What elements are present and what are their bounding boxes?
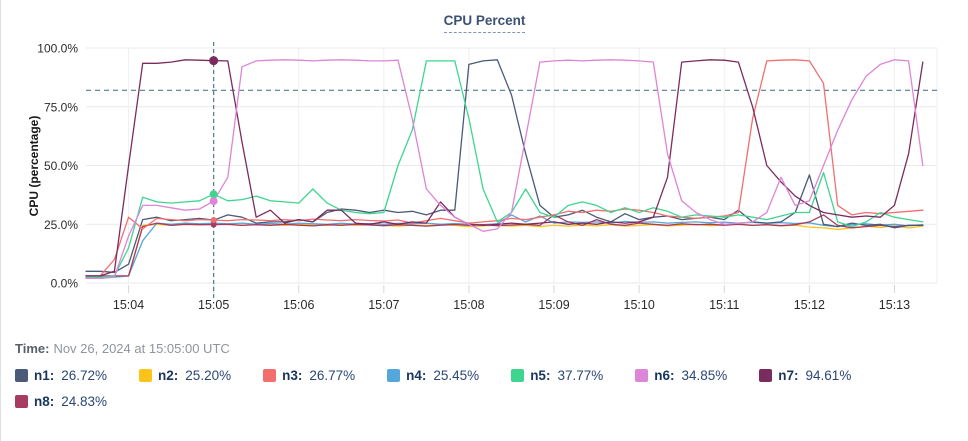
- crosshair-marker-n6: [209, 197, 218, 206]
- crosshair-time-readout: Time: Nov 26, 2024 at 15:05:00 UTC: [15, 341, 230, 356]
- legend: n1: 26.72% n2: 25.20% n3: 26.77% n4: 25.45% n5: 3…: [15, 368, 851, 409]
- time-value: Nov 26, 2024 at 15:05:00 UTC: [53, 341, 230, 356]
- legend-swatch-n6: [635, 369, 649, 382]
- legend-series-value: 24.83%: [61, 394, 108, 409]
- legend-series-value: 94.61%: [805, 368, 852, 383]
- y-tick-label: 100.0%: [37, 42, 78, 56]
- crosshair-marker-n5: [209, 190, 218, 199]
- legend-swatch-n2: [139, 369, 153, 382]
- x-tick-label: 15:08: [453, 298, 484, 312]
- legend-series-name: n2:: [158, 368, 179, 383]
- chart-header: CPU Percent: [1, 12, 968, 33]
- legend-item-n1[interactable]: n1: 26.72%: [15, 368, 107, 383]
- legend-series-value: 37.77%: [557, 368, 604, 383]
- series-line-n5: [85, 60, 924, 278]
- crosshair-marker-n7: [209, 56, 219, 66]
- legend-swatch-n3: [263, 369, 277, 382]
- legend-swatch-n7: [759, 369, 773, 382]
- crosshair-marker-n8: [210, 221, 217, 228]
- cpu-line-chart[interactable]: 100.0% 75.0% 50.0% 25.0% 0.0% 15:04 15:05 15:06…: [1, 38, 968, 318]
- legend-series-value: 26.72%: [61, 368, 108, 383]
- x-tick-label: 15:05: [198, 298, 229, 312]
- legend-item-n4[interactable]: n4: 25.45%: [387, 368, 479, 383]
- legend-item-n7[interactable]: n7: 94.61%: [759, 368, 851, 383]
- legend-item-n6[interactable]: n6: 34.85%: [635, 368, 727, 383]
- legend-item-n2[interactable]: n2: 25.20%: [139, 368, 231, 383]
- series-line-n3: [85, 59, 924, 279]
- legend-swatch-n8: [15, 395, 28, 408]
- x-tick-label: 15:04: [113, 298, 144, 312]
- y-tick-label: 25.0%: [44, 218, 78, 232]
- x-tick-label: 15:12: [794, 298, 825, 312]
- crosshair-marker-n3: [210, 217, 217, 224]
- legend-item-n8[interactable]: n8: 24.83%: [15, 394, 107, 409]
- chart-title[interactable]: CPU Percent: [443, 13, 526, 33]
- legend-series-name: n4:: [406, 368, 427, 383]
- legend-series-value: 26.77%: [309, 368, 356, 383]
- legend-series-value: 25.20%: [185, 368, 232, 383]
- legend-swatch-n4: [387, 369, 401, 382]
- legend-series-name: n3:: [282, 368, 303, 383]
- legend-item-n3[interactable]: n3: 26.77%: [263, 368, 355, 383]
- x-tick-label: 15:09: [538, 298, 569, 312]
- x-tick-label: 15:11: [709, 298, 739, 312]
- series-line-n8: [85, 214, 924, 277]
- legend-series-name: n5:: [530, 368, 551, 383]
- legend-swatch-n5: [511, 369, 525, 382]
- legend-swatch-n1: [15, 369, 28, 382]
- legend-item-n5[interactable]: n5: 37.77%: [511, 368, 603, 383]
- time-label: Time:: [15, 341, 50, 356]
- series-line-n7: [85, 59, 924, 277]
- legend-series-value: 25.45%: [433, 368, 480, 383]
- legend-series-name: n1:: [34, 368, 55, 383]
- series-line-n1: [85, 59, 924, 274]
- y-tick-label: 0.0%: [51, 277, 79, 291]
- legend-series-name: n6:: [654, 368, 675, 383]
- legend-series-name: n8:: [34, 394, 55, 409]
- legend-series-value: 34.85%: [681, 368, 728, 383]
- legend-series-name: n7:: [778, 368, 799, 383]
- chart-canvas[interactable]: 100.0% 75.0% 50.0% 25.0% 0.0% 15:04 15:05 15:06…: [1, 38, 968, 318]
- series-line-n2: [85, 223, 924, 278]
- x-tick-label: 15:10: [624, 298, 655, 312]
- x-tick-label: 15:07: [368, 298, 399, 312]
- y-tick-label: 50.0%: [44, 159, 78, 173]
- series-line-n6: [85, 59, 924, 279]
- x-tick-label: 15:13: [879, 298, 910, 312]
- x-tick-label: 15:06: [283, 298, 314, 312]
- y-tick-label: 75.0%: [44, 100, 78, 114]
